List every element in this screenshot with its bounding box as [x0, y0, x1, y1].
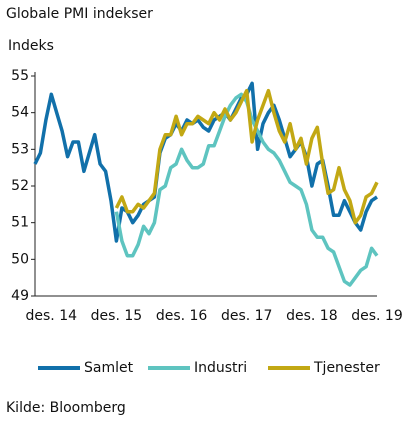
x-tick-label: des. 18 [286, 308, 338, 324]
y-tick-label: 55 [11, 68, 29, 84]
y-tick-label: 50 [11, 251, 29, 267]
series-line [33, 81, 378, 243]
legend-label: Samlet [84, 360, 134, 376]
x-tick-label: des. 15 [91, 308, 143, 324]
y-tick-label: 49 [11, 288, 29, 304]
legend-label: Industri [194, 360, 247, 376]
x-tick-label: des. 19 [351, 308, 403, 324]
y-tick-label: 52 [11, 178, 29, 194]
source: Kilde: Bloomberg [6, 400, 126, 416]
y-axis-label: Indeks [8, 38, 54, 54]
x-tick-label: des. 17 [221, 308, 273, 324]
x-tick-label: des. 16 [156, 308, 208, 324]
y-tick-label: 53 [11, 141, 29, 157]
y-tick-label: 54 [11, 105, 29, 121]
x-tick-label: des. 14 [26, 308, 78, 324]
y-tick-label: 51 [11, 215, 29, 231]
chart-title: Globale PMI indekser [6, 6, 153, 22]
legend-label: Tjenester [313, 360, 380, 376]
series-line [114, 88, 379, 225]
